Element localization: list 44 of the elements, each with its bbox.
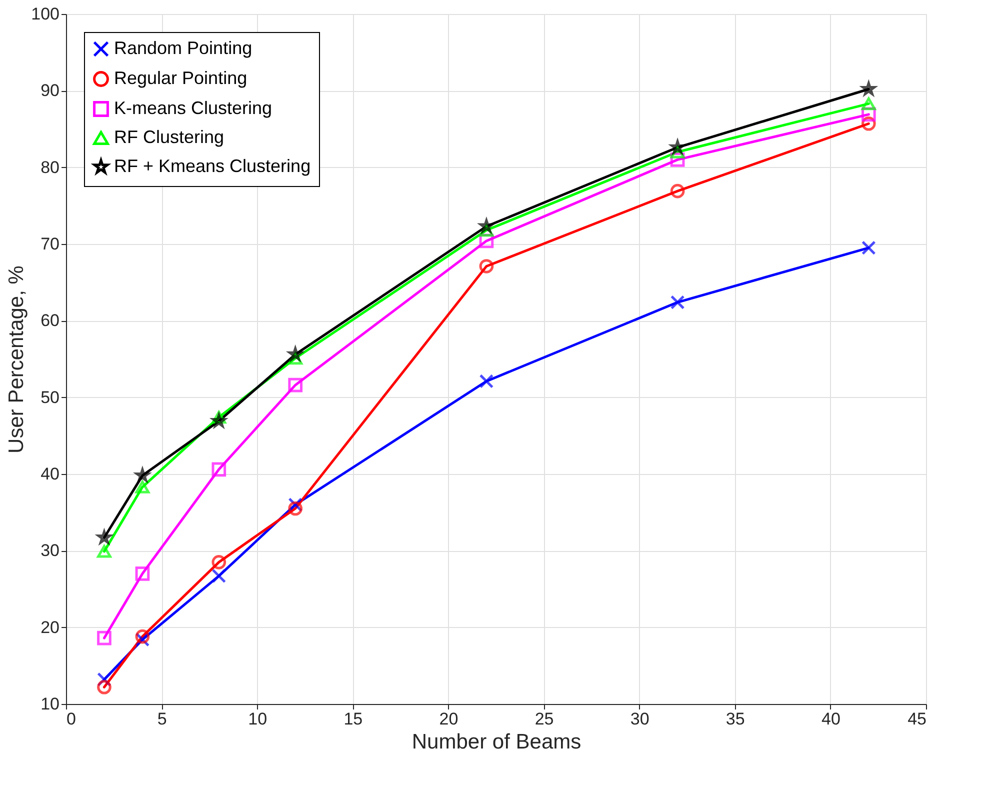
point [97, 630, 112, 646]
x-tick-label: 40 [821, 710, 840, 728]
x-axis-title: Number of Beams [412, 730, 582, 754]
x-tick-label: 30 [630, 710, 650, 728]
point [212, 462, 226, 477]
x-tick-label: 15 [344, 710, 363, 728]
x-tick-label: 35 [726, 710, 745, 728]
point [670, 184, 685, 198]
x-tick-label: 10 [248, 710, 268, 728]
y-tick-label: 90 [40, 81, 60, 100]
y-tick-label: 80 [40, 158, 60, 177]
point [212, 555, 226, 570]
legend-label: RF Clustering [114, 127, 224, 147]
y-tick-label: 50 [40, 388, 60, 407]
x-tick-label: 20 [439, 710, 458, 728]
point [479, 259, 494, 274]
x-tick-label: 45 [908, 710, 926, 728]
point [135, 566, 150, 581]
point [212, 568, 226, 584]
point [670, 295, 685, 310]
point [862, 97, 876, 110]
legend-label: Regular Pointing [114, 68, 248, 88]
y-tick-label: 70 [40, 234, 60, 254]
y-tick-label: 30 [40, 541, 60, 560]
point [862, 240, 876, 255]
point [97, 680, 112, 694]
x-tick-label: 25 [534, 710, 554, 728]
point [288, 378, 302, 392]
point [288, 501, 302, 516]
point [97, 545, 112, 558]
y-tick-label: 20 [40, 618, 60, 637]
legend-label: RF + Kmeans Clustering [114, 156, 311, 176]
point [135, 629, 150, 644]
legend-label: Random Pointing [114, 38, 252, 58]
y-tick-label: 10 [40, 694, 60, 714]
x-tick-label: 0 [66, 710, 76, 728]
y-tick-label: 40 [40, 464, 60, 484]
legend-label: K-means Clustering [114, 98, 272, 118]
y-axis-title: User Percentage, % [5, 266, 28, 454]
x-tick-label: 5 [157, 710, 167, 728]
y-tick-label: 60 [40, 311, 60, 330]
point [479, 374, 494, 388]
y-tick-label: 100 [31, 4, 60, 24]
point [135, 480, 150, 494]
